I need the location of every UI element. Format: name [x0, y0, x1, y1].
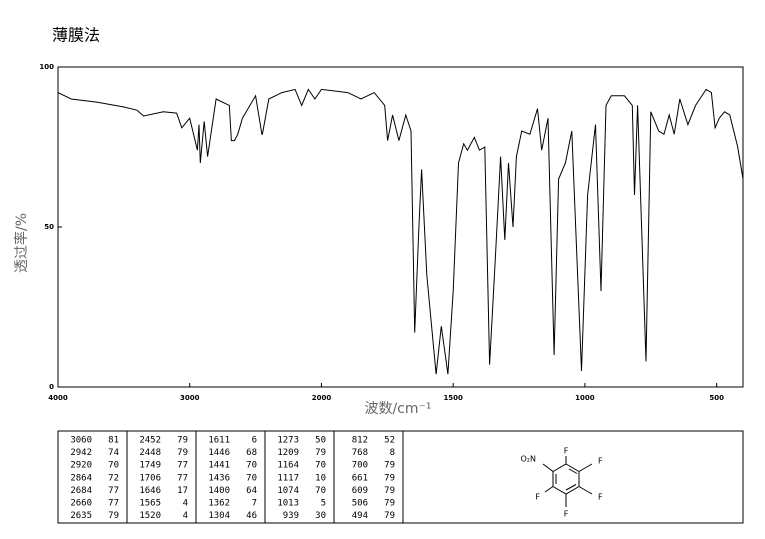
peak-transmittance: 30: [315, 511, 326, 521]
peak-wavenumber: 1164: [277, 461, 299, 471]
bond: [578, 486, 593, 495]
peak-wavenumber: 1706: [139, 473, 161, 483]
atom-label: F: [598, 493, 603, 502]
bond: [578, 463, 593, 472]
peak-transmittance: 79: [177, 436, 188, 446]
peak-wavenumber: 2660: [70, 499, 92, 509]
peak-transmittance: 74: [108, 448, 119, 458]
peak-transmittance: 79: [384, 511, 395, 521]
peak-wavenumber: 812: [352, 436, 368, 446]
peak-transmittance: 4: [183, 511, 188, 521]
peak-transmittance: 79: [108, 511, 119, 521]
peak-wavenumber: 1436: [208, 473, 230, 483]
peak-transmittance: 79: [384, 499, 395, 509]
peak-transmittance: 70: [315, 461, 326, 471]
peak-wavenumber: 939: [283, 511, 299, 521]
x-tick-label: 1500: [443, 394, 463, 402]
peak-transmittance: 70: [246, 461, 257, 471]
peak-transmittance: 77: [177, 461, 188, 471]
peak-wavenumber: 700: [352, 461, 368, 471]
peak-transmittance: 7: [252, 499, 257, 509]
peak-wavenumber: 2942: [70, 448, 92, 458]
peak-transmittance: 64: [246, 486, 257, 496]
peak-wavenumber: 768: [352, 448, 368, 458]
x-tick-label: 500: [709, 394, 724, 402]
peak-wavenumber: 1400: [208, 486, 230, 496]
peak-transmittance: 79: [384, 473, 395, 483]
peak-transmittance: 52: [384, 436, 395, 446]
peak-wavenumber: 661: [352, 473, 368, 483]
peak-wavenumber: 2864: [70, 473, 92, 483]
peak-transmittance: 4: [183, 499, 188, 509]
x-tick-label: 1000: [575, 394, 595, 402]
y-axis-label: 透过率/%: [13, 213, 30, 273]
peak-transmittance: 70: [108, 461, 119, 471]
peak-wavenumber: 1209: [277, 448, 299, 458]
peak-transmittance: 5: [321, 499, 326, 509]
bond: [568, 468, 578, 474]
peak-transmittance: 79: [384, 486, 395, 496]
peak-transmittance: 6: [252, 436, 257, 446]
x-tick-label: 2000: [312, 394, 332, 402]
peak-transmittance: 46: [246, 511, 257, 521]
peak-wavenumber: 1646: [139, 486, 161, 496]
atom-label: F: [564, 447, 569, 456]
peak-wavenumber: 1273: [277, 436, 299, 446]
plot-frame: [57, 66, 744, 388]
peak-wavenumber: 1520: [139, 511, 161, 521]
peak-wavenumber: 1749: [139, 461, 161, 471]
x-tick-label: 3000: [180, 394, 200, 402]
peak-wavenumber: 2684: [70, 486, 92, 496]
bond: [544, 486, 554, 493]
peak-wavenumber: 2448: [139, 448, 161, 458]
structure: [542, 456, 593, 507]
atom-label: O₂N: [521, 455, 537, 464]
atom-label: F: [564, 510, 569, 519]
peak-wavenumber: 1441: [208, 461, 230, 471]
peak-wavenumber: 506: [352, 499, 368, 509]
peak-transmittance: 10: [315, 473, 326, 483]
peak-transmittance: 79: [384, 461, 395, 471]
peak-wavenumber: 1117: [277, 473, 299, 483]
peak-wavenumber: 3060: [70, 436, 92, 446]
peak-transmittance: 77: [108, 499, 119, 509]
spectrum-line: [57, 88, 744, 375]
table-frame: [57, 430, 744, 524]
peak-wavenumber: 1611: [208, 436, 230, 446]
peak-transmittance: 68: [246, 448, 257, 458]
peak-transmittance: 79: [315, 448, 326, 458]
peak-transmittance: 72: [108, 473, 119, 483]
peak-transmittance: 17: [177, 486, 188, 496]
peak-wavenumber: 2635: [70, 511, 92, 521]
y-tick-label: 100: [39, 63, 54, 71]
x-axis-label: 波数/cm⁻¹: [364, 401, 431, 417]
bond: [565, 484, 577, 491]
chart-title: 薄膜法: [52, 26, 100, 45]
peak-transmittance: 79: [177, 448, 188, 458]
peak-wavenumber: 609: [352, 486, 368, 496]
peak-wavenumber: 1074: [277, 486, 299, 496]
peak-transmittance: 77: [108, 486, 119, 496]
y-tick-label: 50: [44, 223, 54, 231]
peak-transmittance: 50: [315, 436, 326, 446]
peak-transmittance: 8: [390, 448, 395, 458]
peak-transmittance: 81: [108, 436, 119, 446]
peak-transmittance: 77: [177, 473, 188, 483]
peak-wavenumber: 2452: [139, 436, 161, 446]
peak-transmittance: 70: [246, 473, 257, 483]
atom-label: F: [535, 493, 540, 502]
peak-wavenumber: 1362: [208, 499, 230, 509]
peak-wavenumber: 494: [352, 511, 368, 521]
peak-wavenumber: 1446: [208, 448, 230, 458]
peak-wavenumber: 1565: [139, 499, 161, 509]
peak-wavenumber: 1013: [277, 499, 299, 509]
bond: [542, 463, 554, 472]
peak-wavenumber: 2920: [70, 461, 92, 471]
peak-transmittance: 70: [315, 486, 326, 496]
atom-label: F: [598, 457, 603, 466]
peak-wavenumber: 1304: [208, 511, 230, 521]
y-tick-label: 0: [49, 383, 54, 391]
x-tick-label: 4000: [48, 394, 68, 402]
